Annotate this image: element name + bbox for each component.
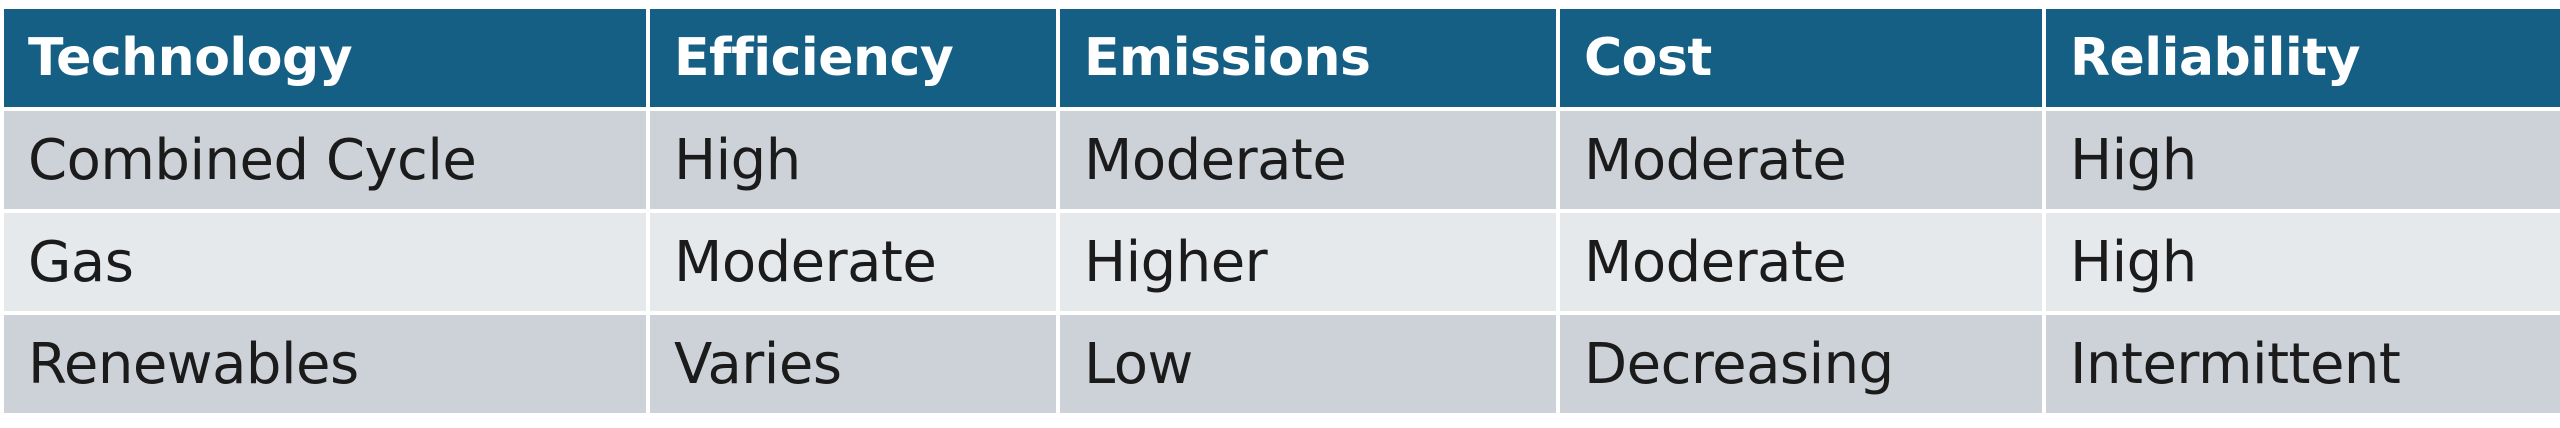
- header-row: Technology Efficiency Emissions Cost Rel…: [0, 5, 2560, 111]
- cell-cost: Moderate: [1556, 209, 2046, 315]
- table-row: Gas Moderate Higher Moderate High: [0, 209, 2560, 315]
- table-row: Combined Cycle High Moderate Moderate Hi…: [0, 107, 2560, 213]
- header-efficiency: Efficiency: [646, 5, 1060, 111]
- cell-emissions: Moderate: [1056, 107, 1560, 213]
- cell-reliability: High: [2042, 107, 2560, 213]
- header-emissions: Emissions: [1056, 5, 1560, 111]
- cell-cost: Decreasing: [1556, 311, 2046, 417]
- cell-emissions: Low: [1056, 311, 1560, 417]
- cell-efficiency: High: [646, 107, 1060, 213]
- cell-emissions: Higher: [1056, 209, 1560, 315]
- comparison-table-container: Technology Efficiency Emissions Cost Rel…: [0, 5, 2560, 417]
- cell-technology: Renewables: [0, 311, 650, 417]
- table-row: Renewables Varies Low Decreasing Intermi…: [0, 311, 2560, 417]
- header-reliability: Reliability: [2042, 5, 2560, 111]
- technology-comparison-table: Technology Efficiency Emissions Cost Rel…: [0, 5, 2560, 417]
- table-body: Combined Cycle High Moderate Moderate Hi…: [0, 107, 2560, 417]
- cell-reliability: Intermittent: [2042, 311, 2560, 417]
- cell-technology: Gas: [0, 209, 650, 315]
- table-header: Technology Efficiency Emissions Cost Rel…: [0, 5, 2560, 111]
- cell-reliability: High: [2042, 209, 2560, 315]
- header-cost: Cost: [1556, 5, 2046, 111]
- cell-efficiency: Varies: [646, 311, 1060, 417]
- header-technology: Technology: [0, 5, 650, 111]
- cell-efficiency: Moderate: [646, 209, 1060, 315]
- cell-cost: Moderate: [1556, 107, 2046, 213]
- cell-technology: Combined Cycle: [0, 107, 650, 213]
